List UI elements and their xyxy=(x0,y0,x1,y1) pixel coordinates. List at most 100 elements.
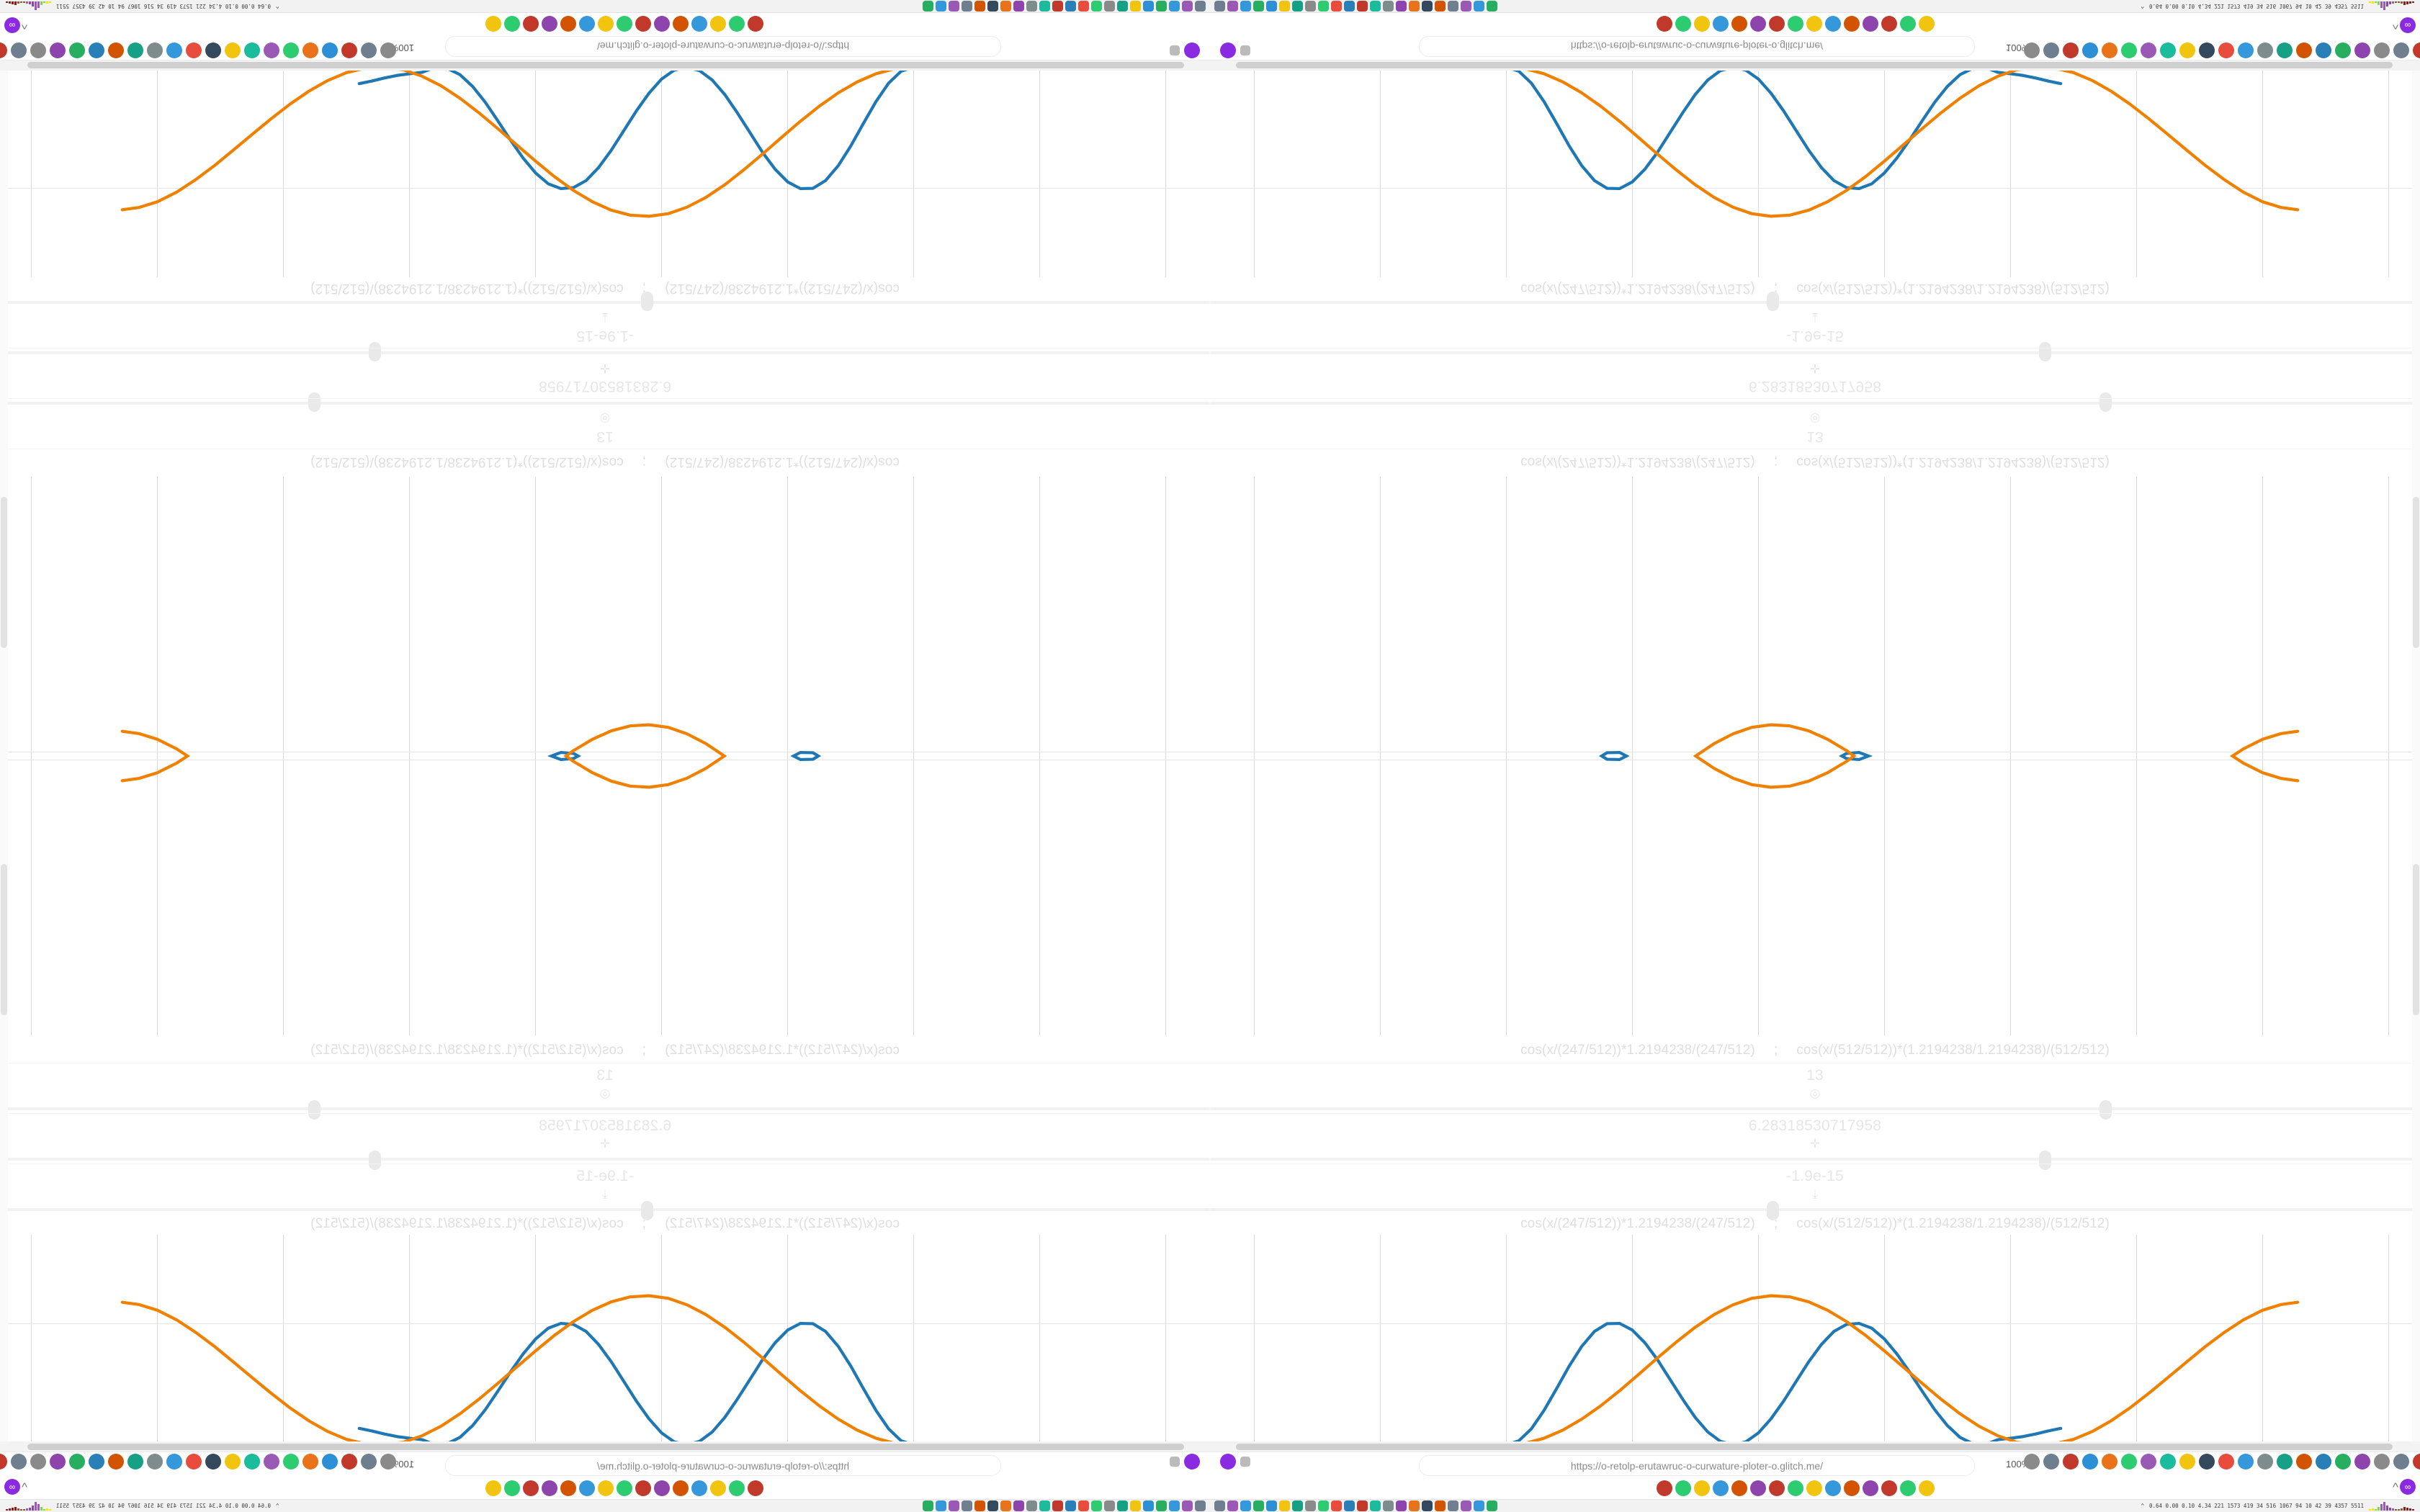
slider-track-samples[interactable] xyxy=(0,1107,1210,1110)
window-icon[interactable] xyxy=(1130,1,1141,12)
google-icon[interactable] xyxy=(1881,16,1897,32)
highlighter-icon[interactable] xyxy=(89,1454,104,1470)
reload-icon[interactable] xyxy=(2354,1454,2370,1470)
control-offset[interactable]: -1.9e-15 ⤓ xyxy=(0,1164,1210,1220)
drive-icon[interactable] xyxy=(729,16,745,32)
files-icon[interactable] xyxy=(1214,1,1225,12)
leaf-icon[interactable] xyxy=(1713,1480,1729,1496)
save-icon[interactable] xyxy=(1253,1500,1264,1511)
pen-icon[interactable] xyxy=(1357,1500,1368,1511)
globe-icon[interactable] xyxy=(322,1454,338,1470)
chevron-up-icon[interactable]: ^ xyxy=(22,18,27,32)
chevron-down-icon[interactable] xyxy=(1170,45,1180,55)
extension-icon[interactable] xyxy=(560,16,576,32)
google-icon[interactable] xyxy=(1750,1480,1766,1496)
mail-icon[interactable] xyxy=(748,1480,763,1496)
extension-icon[interactable] xyxy=(542,16,557,32)
download-arrow-icon[interactable] xyxy=(2335,42,2351,58)
window-icon[interactable] xyxy=(1344,1500,1355,1511)
window-icon[interactable] xyxy=(962,1500,972,1511)
extension-tab-strip[interactable] xyxy=(1210,1477,2420,1499)
extension-icon[interactable] xyxy=(1863,16,1878,32)
chevron-down-icon[interactable] xyxy=(1170,1457,1180,1467)
address-bar[interactable]: https://o-retolp-erutawruc-o-curwature-p… xyxy=(1419,1455,1975,1476)
google-icon[interactable] xyxy=(1900,1480,1916,1496)
firefox-icon[interactable] xyxy=(1169,1,1180,12)
control-samples[interactable]: 13 ◎ xyxy=(1210,392,2420,449)
star-icon[interactable] xyxy=(11,1454,27,1470)
mute-icon[interactable] xyxy=(1694,16,1710,32)
plot-upper[interactable]: −2−101234567 xyxy=(0,477,1210,756)
translate-icon[interactable] xyxy=(0,1454,7,1470)
window-icon[interactable] xyxy=(1091,1,1102,12)
window-icon[interactable] xyxy=(1396,1,1407,12)
bookmark-icon[interactable] xyxy=(341,42,357,58)
opera-icon[interactable] xyxy=(2121,42,2137,58)
globe-icon[interactable] xyxy=(2082,1454,2098,1470)
window-icon[interactable] xyxy=(1448,1500,1458,1511)
system-monitor-caret[interactable]: ^ xyxy=(276,1502,279,1509)
download-icon[interactable] xyxy=(186,1454,202,1470)
window-icon[interactable] xyxy=(1331,1500,1342,1511)
horizontal-scroll-thumb[interactable] xyxy=(27,62,1184,68)
plot-upper[interactable]: −2−101234567 xyxy=(1210,477,2420,756)
network-icon[interactable] xyxy=(244,1454,260,1470)
window-icon[interactable] xyxy=(1409,1,1420,12)
record-icon[interactable] xyxy=(205,1454,221,1470)
system-monitor-caret[interactable]: ^ xyxy=(2141,3,2144,10)
google-icon[interactable] xyxy=(504,16,520,32)
google-icon[interactable] xyxy=(1825,1480,1841,1496)
slider-track-range[interactable] xyxy=(1210,351,2420,354)
window-icon[interactable] xyxy=(1013,1500,1024,1511)
plot-upper[interactable]: −2−101234567 xyxy=(1210,756,2420,1035)
shield-icon[interactable] xyxy=(2102,1454,2118,1470)
archive-icon[interactable] xyxy=(2141,42,2156,58)
trash-icon[interactable] xyxy=(2179,42,2195,58)
address-bar[interactable]: https://o-retolp-erutawruc-o-curwature-p… xyxy=(1419,36,1975,57)
settings-icon[interactable] xyxy=(147,42,163,58)
highlighter-icon[interactable] xyxy=(2316,1454,2331,1470)
desktop-taskbar[interactable] xyxy=(1210,1499,2420,1512)
user-icon[interactable] xyxy=(949,1500,959,1511)
window-icon[interactable] xyxy=(1448,1,1458,12)
plus-icon[interactable] xyxy=(2238,42,2254,58)
google-icon[interactable] xyxy=(617,1480,632,1496)
window-icon[interactable] xyxy=(1130,1500,1141,1511)
google-icon[interactable] xyxy=(1769,16,1785,32)
navigation-icons-left[interactable] xyxy=(1170,1454,1200,1470)
mail-icon[interactable] xyxy=(1657,1480,1672,1496)
control-offset[interactable]: -1.9e-15 ⤓ xyxy=(0,292,1210,348)
star-icon[interactable] xyxy=(2393,1454,2409,1470)
leaf-icon[interactable] xyxy=(691,16,707,32)
extension-icon[interactable] xyxy=(1844,1480,1860,1496)
google-icon[interactable] xyxy=(598,16,614,32)
control-range[interactable]: 6.28318530717958 ✛ xyxy=(1210,1113,2420,1170)
window-icon[interactable] xyxy=(1409,1500,1420,1511)
chevron-down-icon[interactable] xyxy=(1240,45,1250,55)
window-icon[interactable] xyxy=(1435,1500,1446,1511)
control-range[interactable]: 6.28318530717958 ✛ xyxy=(1210,342,2420,399)
reload-icon[interactable] xyxy=(50,1454,66,1470)
highlighter-icon[interactable] xyxy=(2316,42,2331,58)
pill-icon[interactable] xyxy=(2277,42,2293,58)
navigation-icons-right[interactable] xyxy=(2024,42,2420,58)
pen-icon[interactable] xyxy=(1052,1,1063,12)
horizontal-scroll-thumb[interactable] xyxy=(27,1444,1184,1450)
terminal-icon[interactable] xyxy=(1227,1,1238,12)
slider-knob-range[interactable] xyxy=(2039,1151,2052,1170)
control-range[interactable]: 6.28318530717958 ✛ xyxy=(0,1113,1210,1170)
window-icon[interactable] xyxy=(1292,1500,1303,1511)
download-icon[interactable] xyxy=(186,42,202,58)
drive-icon[interactable] xyxy=(1675,1480,1691,1496)
control-samples[interactable]: 13 ◎ xyxy=(0,1063,1210,1120)
slider-track-range[interactable] xyxy=(0,351,1210,354)
plot-lower[interactable]: −2−101234567 xyxy=(1210,1235,2420,1452)
globe-icon[interactable] xyxy=(485,1480,501,1496)
doc-icon[interactable] xyxy=(923,1500,933,1511)
pill-icon[interactable] xyxy=(127,42,143,58)
compass-icon[interactable] xyxy=(1731,1480,1747,1496)
wrench-icon[interactable] xyxy=(2043,1454,2059,1470)
google-icon[interactable] xyxy=(523,1480,539,1496)
doc-icon[interactable] xyxy=(1474,1500,1484,1511)
record-icon[interactable] xyxy=(1039,1,1050,12)
